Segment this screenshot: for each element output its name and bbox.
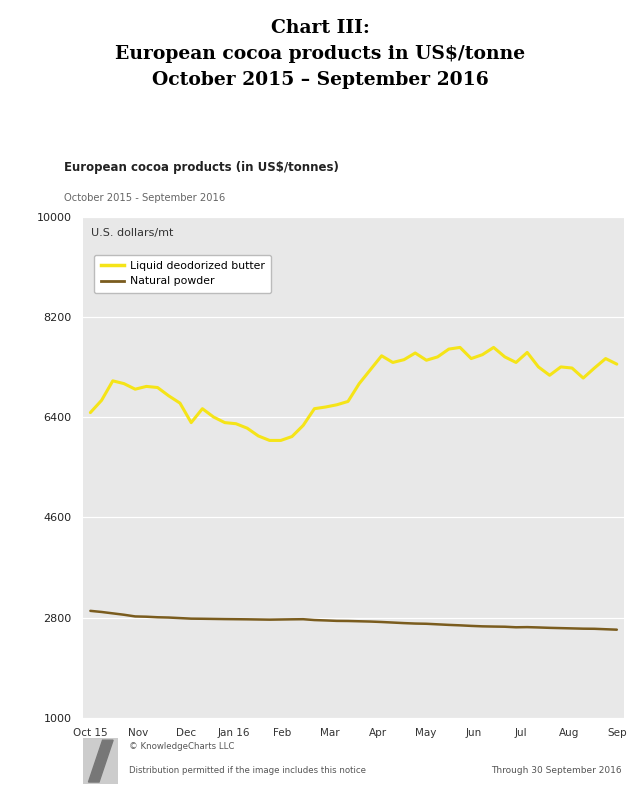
Polygon shape (88, 740, 113, 782)
Text: © KnowledgeCharts LLC: © KnowledgeCharts LLC (129, 742, 234, 751)
Text: Distribution permitted if the image includes this notice: Distribution permitted if the image incl… (129, 766, 366, 775)
Text: October 2015 - September 2016: October 2015 - September 2016 (64, 193, 225, 204)
Text: Chart III:
European cocoa products in US$/tonne
October 2015 – September 2016: Chart III: European cocoa products in US… (115, 19, 525, 89)
Text: European cocoa products (in US$/tonnes): European cocoa products (in US$/tonnes) (64, 160, 339, 174)
Legend: Liquid deodorized butter, Natural powder: Liquid deodorized butter, Natural powder (94, 254, 271, 293)
Text: U.S. dollars/mt: U.S. dollars/mt (92, 228, 173, 237)
Text: Through 30 September 2016: Through 30 September 2016 (491, 766, 621, 775)
